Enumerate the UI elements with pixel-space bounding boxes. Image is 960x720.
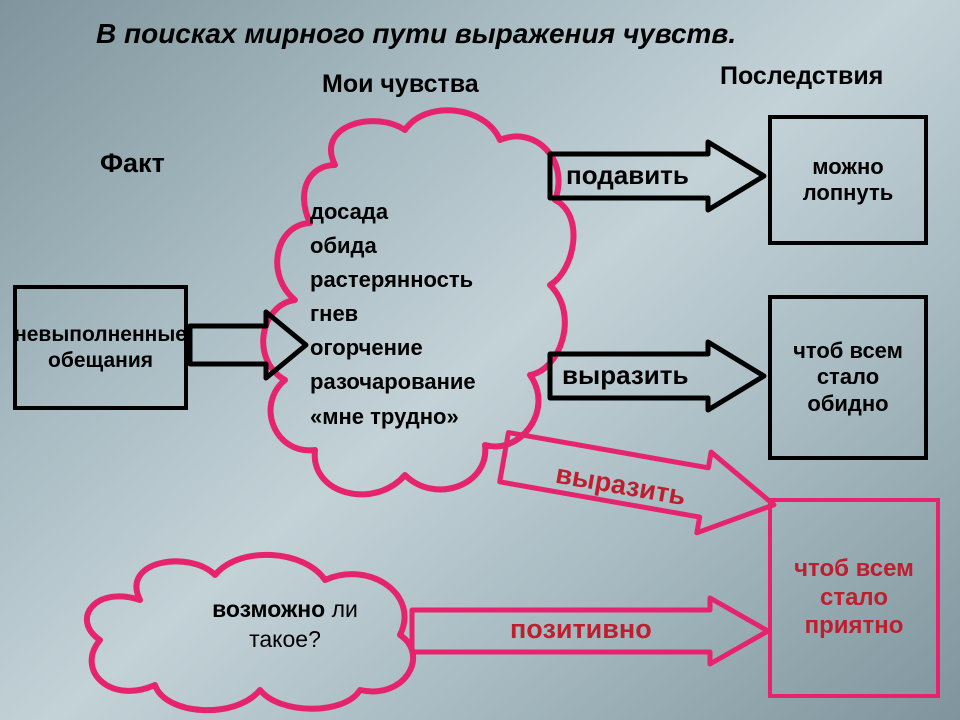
feeling-item: гнев (310, 297, 540, 331)
feelings-list: досада обида растерянность гнев огорчени… (310, 195, 540, 434)
node-express-bad-text: чтоб всем стало обидно (778, 338, 918, 417)
feeling-item: растерянность (310, 263, 540, 297)
question-bold: возможно (212, 596, 325, 622)
feeling-item: «мне трудно» (310, 400, 540, 434)
node-express-good-result: чтоб всем стало приятно (768, 498, 940, 698)
feeling-item: огорчение (310, 331, 540, 365)
fact-heading: Факт (100, 148, 165, 179)
node-suppress-text: можно лопнуть (778, 154, 918, 207)
arrow-fact-to-feelings (188, 310, 308, 380)
node-suppress-result: можно лопнуть (768, 115, 928, 245)
question-cloud-text: возможно литакое? (180, 595, 390, 655)
arrow-express-positive (494, 413, 783, 550)
feeling-item: досада (310, 195, 540, 229)
arrow-positive (410, 596, 770, 666)
feeling-item: обида (310, 229, 540, 263)
arrow-suppress (548, 140, 766, 212)
arrow-express (548, 340, 766, 412)
column-header-feelings: Мои чувства (322, 70, 479, 99)
column-header-consequences: Последствия (720, 62, 883, 91)
node-fact-text: невыполненные обещания (14, 322, 187, 372)
feeling-item: разочарование (310, 365, 540, 399)
node-fact: невыполненные обещания (13, 285, 188, 410)
diagram-title: В поисках мирного пути выражения чувств. (96, 18, 736, 50)
node-express-good-text: чтоб всем стало приятно (778, 555, 930, 641)
diagram-canvas: { "type": "flowchart", "canvas": { "widt… (0, 0, 960, 720)
node-express-bad-result: чтоб всем стало обидно (768, 295, 928, 460)
